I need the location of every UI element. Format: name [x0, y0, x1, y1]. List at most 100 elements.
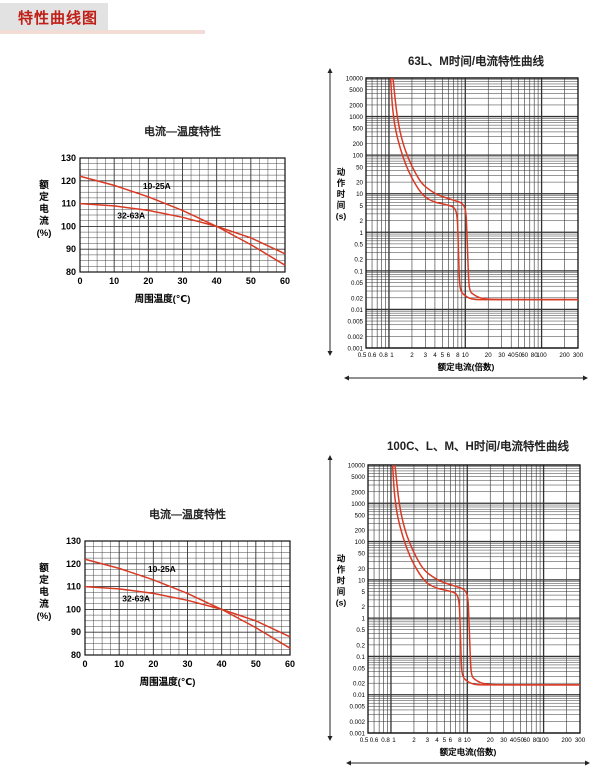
- plot-frame: [365, 77, 579, 349]
- x-axis-label: 周围温度(℃): [135, 293, 191, 305]
- y-tick-label: 0.02: [353, 681, 366, 688]
- x-axis-arrow-left: [344, 375, 349, 381]
- y-tick-label: 200: [353, 141, 364, 148]
- x-tick-label: 40: [212, 276, 222, 286]
- y-tick-label: 10: [356, 191, 363, 198]
- y-tick-label: 20: [358, 566, 365, 573]
- y-axis-label: 间: [337, 200, 346, 210]
- x-tick-label: 60: [280, 276, 290, 286]
- x-tick-label: 2: [410, 352, 414, 359]
- x-tick-label: 5: [443, 737, 447, 744]
- x-tick-label: 3: [426, 737, 430, 744]
- y-tick-label: 90: [66, 244, 76, 254]
- series-line-10-25A: [79, 175, 286, 266]
- y-tick-label: 0.002: [350, 719, 366, 726]
- plot-frame: [79, 157, 286, 273]
- y-tick-label: 20: [356, 180, 363, 187]
- x-tick-label: 60: [523, 737, 530, 744]
- y-axis-arrow-bottom: [327, 351, 333, 356]
- page-header: 特性曲线图: [0, 0, 600, 34]
- trip-curve-lower: [391, 464, 580, 686]
- y-axis-label: 作: [337, 564, 346, 574]
- x-tick-label: 4: [435, 737, 439, 744]
- series-line-10-25A: [84, 558, 291, 649]
- y-tick-label: 10000: [348, 463, 366, 470]
- x-axis-arrow-left: [346, 760, 351, 766]
- x-tick-label: 20: [485, 352, 492, 359]
- x-tick-label: 6: [449, 737, 453, 744]
- y-tick-label: 1: [360, 230, 364, 237]
- x-tick-label: 80: [531, 352, 538, 359]
- x-tick-label: 40: [510, 737, 517, 744]
- y-tick-label: 0.001: [350, 731, 366, 738]
- x-tick-label: 2: [412, 737, 416, 744]
- y-tick-label: 5000: [349, 87, 363, 94]
- y-tick-label: 10: [358, 577, 365, 584]
- current-temperature-chart-bottom: 电流—温度特性 0 10 20 30 40 50 60 80 90 100 110 120 130 周围温度…: [37, 507, 295, 688]
- x-tick-label: 60: [285, 659, 295, 669]
- y-tick-label: 80: [71, 650, 81, 660]
- x-tick-label: 50: [515, 352, 522, 359]
- y-axis-label: (%): [37, 611, 52, 622]
- x-tick-label: 0.6: [370, 737, 379, 744]
- y-tick-label: 2000: [351, 489, 365, 496]
- x-tick-label: 3: [424, 352, 428, 359]
- y-tick-label: 90: [71, 627, 81, 637]
- y-axis-label: 电: [39, 203, 49, 215]
- chart-title: 100C、L、M、H时间/电流特性曲线: [387, 439, 570, 453]
- y-tick-label: 1000: [349, 114, 363, 121]
- chart-title: 63L、M时间/电流特性曲线: [408, 54, 545, 68]
- y-tick-label: 2: [362, 604, 366, 611]
- y-tick-label: 130: [61, 153, 76, 163]
- series-label: 32-63A: [122, 593, 150, 603]
- x-axis-label: 周围温度(℃): [140, 676, 196, 688]
- header-tab: [0, 3, 108, 31]
- y-tick-label: 80: [66, 267, 76, 277]
- y-tick-label: 0.005: [348, 319, 364, 326]
- x-tick-label: 0.5: [360, 737, 369, 744]
- x-tick-label: 40: [217, 659, 227, 669]
- y-tick-label: 5000: [351, 474, 365, 481]
- y-tick-label: 0.1: [354, 268, 363, 275]
- y-tick-label: 5: [360, 203, 364, 210]
- y-tick-label: 120: [61, 176, 76, 186]
- x-tick-label: 1: [392, 737, 396, 744]
- y-axis-label: 定: [38, 574, 49, 586]
- x-tick-label: 10: [462, 352, 469, 359]
- y-tick-label: 0.002: [348, 334, 364, 341]
- y-tick-label: 100: [353, 153, 364, 160]
- x-tick-label: 0.8: [381, 737, 390, 744]
- y-axis-label: 动: [337, 167, 346, 177]
- time-current-chart-top: 63L、M时间/电流特性曲线10000500020001000500200100…: [327, 54, 588, 381]
- plot-frame: [84, 540, 291, 656]
- series-line-32-63A: [84, 585, 291, 638]
- y-tick-label: 5: [362, 589, 366, 596]
- series-label: 10-25A: [143, 181, 171, 191]
- y-tick-label: 0.05: [351, 280, 364, 287]
- y-tick-label: 100: [61, 221, 76, 231]
- trip-curve-lower: [389, 77, 578, 301]
- x-tick-label: 0: [77, 276, 82, 286]
- x-tick-label: 30: [177, 276, 187, 286]
- page-title: 特性曲线图: [18, 9, 99, 27]
- y-axis-label: 额: [39, 179, 49, 191]
- y-tick-label: 500: [355, 512, 366, 519]
- x-tick-label: 50: [251, 659, 261, 669]
- y-axis-label: 定: [38, 191, 49, 203]
- y-axis-label: 动: [337, 553, 346, 563]
- plot-frame: [367, 464, 581, 734]
- x-tick-label: 10: [114, 659, 124, 669]
- header-underline: [0, 30, 205, 34]
- x-tick-label: 50: [246, 276, 256, 286]
- series-line-32-63A: [79, 202, 286, 255]
- x-tick-label: 100: [536, 352, 547, 359]
- y-tick-label: 0.05: [353, 665, 366, 672]
- x-tick-label: 4: [433, 352, 437, 359]
- x-tick-label: 0.6: [368, 352, 377, 359]
- x-tick-label: 30: [182, 659, 192, 669]
- y-axis-label: (%): [37, 228, 52, 239]
- y-tick-label: 1000: [351, 501, 365, 508]
- x-tick-label: 0.5: [358, 352, 367, 359]
- y-tick-label: 0.01: [353, 692, 366, 699]
- x-tick-label: 20: [148, 659, 158, 669]
